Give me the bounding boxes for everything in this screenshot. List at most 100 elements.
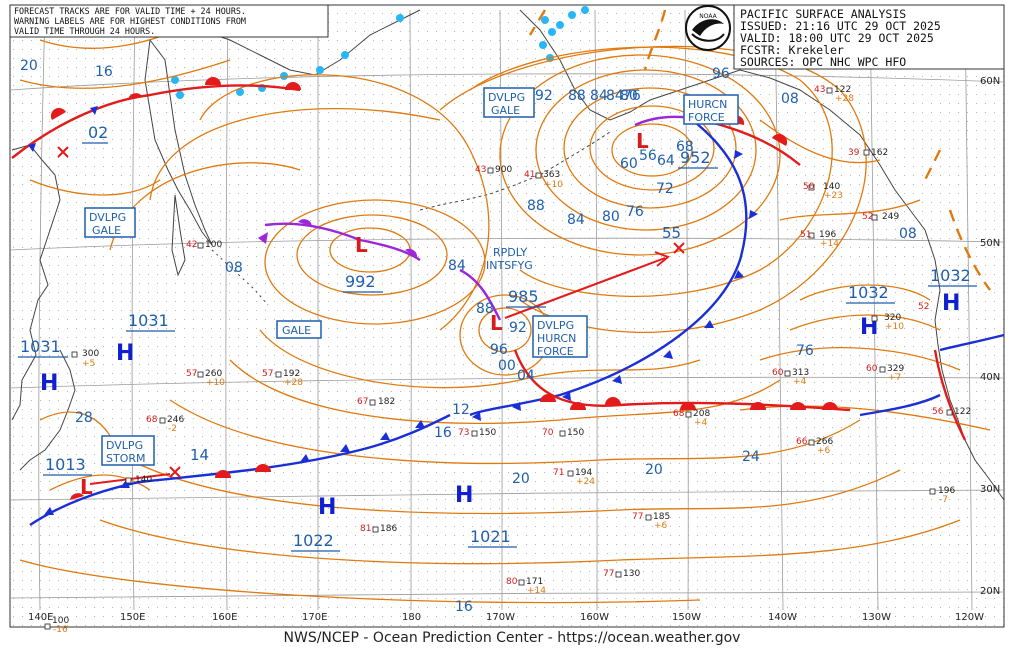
obs-tendency: -16 bbox=[53, 625, 68, 635]
warm-front-symbols bbox=[50, 77, 301, 120]
obs-pressure: 208 bbox=[693, 409, 710, 419]
warning-label-line: STORM bbox=[106, 452, 146, 465]
lat-label: 30N bbox=[980, 484, 1000, 495]
obs-temp: 52 bbox=[918, 302, 929, 312]
pressure-value: 1032 bbox=[848, 283, 889, 302]
obs-temp: 73 bbox=[458, 428, 469, 438]
obs-temp: 68 bbox=[146, 415, 158, 425]
lon-label: 160E bbox=[212, 612, 237, 623]
obs-temp: 77 bbox=[603, 569, 614, 579]
isobar-label: 16 bbox=[455, 599, 473, 615]
pressure-underlines bbox=[18, 142, 977, 552]
obs-tendency: +14 bbox=[527, 586, 546, 596]
isobar-label: 96 bbox=[712, 66, 730, 82]
station-plot bbox=[159, 417, 166, 424]
pressure-value: 1013 bbox=[45, 455, 86, 474]
obs-pressure: 363 bbox=[543, 170, 560, 180]
warning-label-line: DVLPG bbox=[106, 439, 143, 452]
isobar-label: 24 bbox=[742, 449, 760, 465]
obs-temp: 67 bbox=[357, 397, 368, 407]
isobar-label: 84 bbox=[590, 88, 608, 104]
station-plot bbox=[784, 370, 791, 377]
lon-label: 140W bbox=[768, 612, 797, 623]
obs-pressure: 150 bbox=[479, 428, 496, 438]
station-plot bbox=[826, 87, 833, 94]
warm-front bbox=[11, 84, 301, 159]
pressure-value: 1031 bbox=[128, 311, 169, 330]
station-plot bbox=[372, 526, 379, 533]
isobar-label: 88 bbox=[476, 301, 494, 317]
obs-temp: 42 bbox=[186, 240, 197, 250]
header-note: FORECAST TRACKS ARE FOR VALID TIME + 24 … bbox=[9, 4, 329, 38]
track-985 bbox=[504, 257, 666, 319]
obs-pressure: 171 bbox=[526, 577, 543, 587]
obs-tendency: +28 bbox=[835, 94, 854, 104]
station-plot bbox=[369, 399, 376, 406]
obs-tendency: +28 bbox=[284, 378, 303, 388]
station-plot bbox=[275, 371, 282, 378]
noaa-logo: NOAA bbox=[685, 5, 731, 51]
obs-pressure: 186 bbox=[380, 524, 397, 534]
forecast-pressure-labels: 55 14 bbox=[190, 224, 681, 464]
north-america-coastline bbox=[934, 259, 1005, 501]
lon-label: 160W bbox=[580, 612, 609, 623]
obs-temp: 66 bbox=[796, 437, 808, 447]
isobar-label: 92 bbox=[509, 320, 527, 336]
isobar-label: 84 bbox=[448, 258, 466, 274]
isobar-label: 96 bbox=[490, 342, 508, 358]
station-plot bbox=[871, 214, 878, 221]
station-plot bbox=[71, 351, 78, 358]
annotation-line: INTSFYG bbox=[486, 259, 533, 272]
warning-label-line: DVLPG bbox=[537, 319, 574, 332]
lon-label: 130W bbox=[862, 612, 891, 623]
east-front-south bbox=[933, 349, 967, 441]
isobar-label: 02 bbox=[88, 123, 108, 142]
low-center-symbol: L bbox=[80, 475, 93, 499]
station-plot bbox=[929, 488, 936, 495]
warning-label-line: GALE bbox=[282, 324, 311, 337]
station-plot bbox=[197, 371, 204, 378]
station-plot bbox=[685, 411, 692, 418]
obs-pressure: 122 bbox=[954, 407, 971, 417]
warning-label-line: HURCN bbox=[537, 332, 576, 345]
obs-temp: 60 bbox=[866, 364, 878, 374]
isobar-label: 68 bbox=[676, 139, 694, 155]
isobar-label: 76 bbox=[623, 88, 641, 104]
kamchatka-coastline bbox=[144, 38, 213, 246]
obs-pressure: 249 bbox=[882, 212, 899, 222]
isobar-label: 60 bbox=[620, 156, 638, 172]
isobar-label: 28 bbox=[75, 410, 93, 426]
lon-label: 150E bbox=[120, 612, 145, 623]
obs-pressure: 182 bbox=[378, 397, 395, 407]
obs-pressure: 185 bbox=[653, 512, 670, 522]
pressure-value: 1021 bbox=[470, 527, 511, 546]
obs-pressure: 266 bbox=[816, 437, 833, 447]
obs-temp: 71 bbox=[553, 468, 564, 478]
station-plot bbox=[615, 571, 622, 578]
warning-labels: HURCN FORCE DVLPG GALE DVLPG GALE GALE D… bbox=[84, 87, 739, 466]
isobar-label: 08 bbox=[899, 226, 917, 242]
station-plot bbox=[535, 172, 542, 179]
warning-label-line: FORCE bbox=[688, 111, 725, 124]
obs-tendency: -7 bbox=[939, 495, 948, 505]
obs-pressure: 130 bbox=[623, 569, 640, 579]
obs-tendency: +7 bbox=[888, 373, 901, 383]
lon-label: 150W bbox=[672, 612, 701, 623]
pressure-values: 952 985 992 1013 1031 1031 1022 1021 103… bbox=[20, 148, 971, 550]
warning-label-line: GALE bbox=[92, 224, 121, 237]
isobars bbox=[19, 19, 991, 604]
obs-temp: 43 bbox=[475, 165, 486, 175]
east-front-blue bbox=[859, 393, 941, 417]
obs-pressure: 300 bbox=[82, 349, 99, 359]
isobar-label: 04 bbox=[517, 368, 535, 384]
obs-temp: 51 bbox=[800, 230, 811, 240]
noaa-logo-text: NOAA bbox=[699, 13, 717, 20]
japan-coastline bbox=[19, 349, 76, 471]
occluded-front-992-symbols bbox=[258, 219, 418, 258]
station-plot bbox=[879, 366, 886, 373]
obs-tendency: +14 bbox=[820, 239, 839, 249]
lon-label: 170E bbox=[302, 612, 327, 623]
obs-pressure: 140 bbox=[135, 475, 152, 485]
obs-tendency: +5 bbox=[82, 359, 95, 369]
stationary-front-symbols bbox=[44, 420, 425, 515]
